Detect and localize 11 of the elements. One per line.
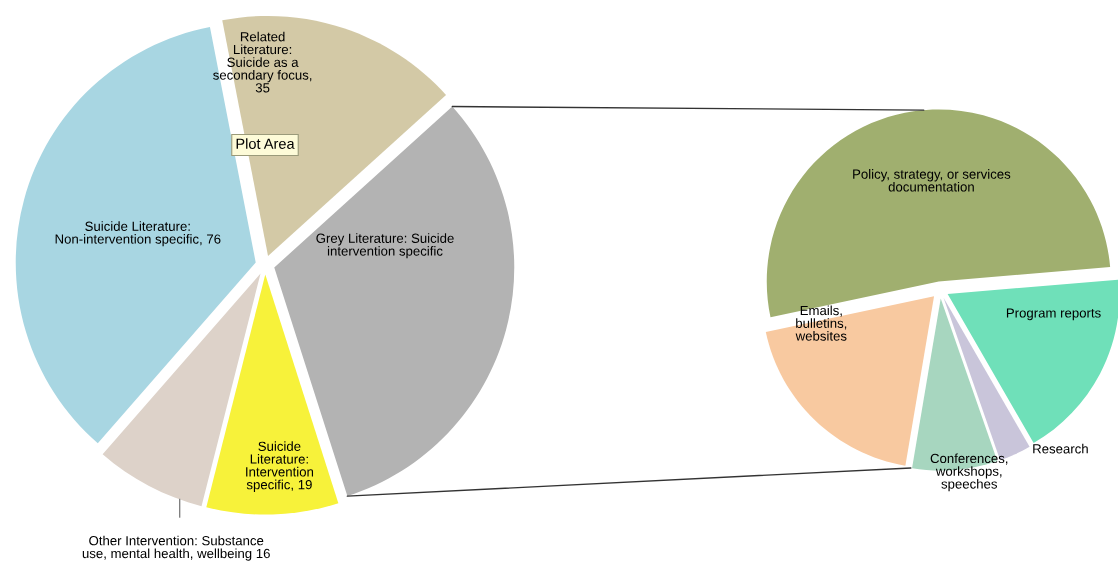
slice-label: Program reports xyxy=(1006,308,1101,321)
slice-label: Emails, bulletins, websites xyxy=(795,305,847,341)
slice-label: Suicide Literature: Non-intervention specific, 76 xyxy=(55,221,221,247)
slice-label: Research xyxy=(1033,443,1088,454)
slice-label: Conferences, workshops, speeches xyxy=(930,453,1008,492)
slice-label: Grey Literature: Suicide intervention specific xyxy=(316,233,454,259)
text: Plot Area xyxy=(236,138,295,149)
slice-label: Policy, strategy, or services documentation xyxy=(853,169,1011,192)
slice-label: Other Intervention: Substance use, mental health, wellbeing 16 xyxy=(82,535,270,561)
slice-label: Suicide Literature: Intervention specific, 19 xyxy=(246,441,314,492)
slice-label: Related Literature: Suicide as a secondary focus, 35 xyxy=(213,31,312,93)
